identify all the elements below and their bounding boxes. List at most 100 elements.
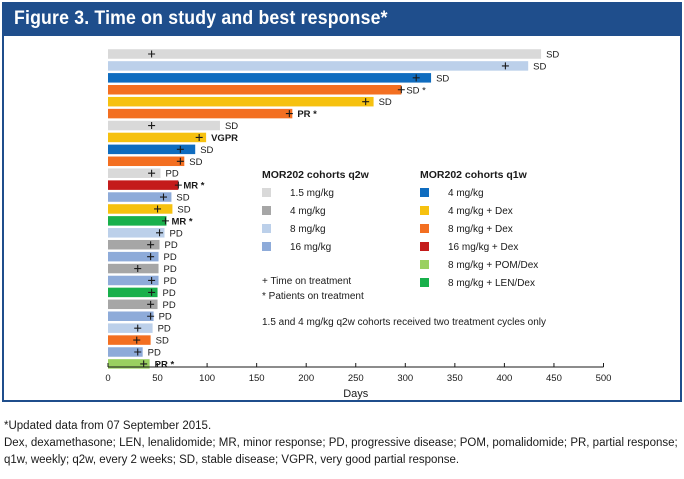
- x-axis-title: Days: [343, 388, 369, 400]
- response-label-8: VGPR: [211, 133, 238, 144]
- x-tick-label-100: 100: [199, 373, 215, 384]
- response-label-3: SD: [436, 73, 449, 84]
- time-on-treatment-marker-5: [362, 98, 370, 106]
- response-label-5: SD: [379, 97, 392, 108]
- time-on-treatment-marker-21: [148, 288, 156, 296]
- x-tick-label-250: 250: [348, 373, 364, 384]
- response-label-4: SD *: [406, 85, 426, 96]
- response-label-2: SD: [533, 61, 546, 72]
- response-label-25: SD: [156, 336, 169, 347]
- time-on-treatment-marker-14: [154, 205, 162, 213]
- response-label-22: PD: [163, 300, 176, 311]
- patient-bar-11: [108, 168, 161, 178]
- patient-bar-20: [108, 275, 159, 286]
- patient-bar-27: [108, 359, 150, 369]
- patient-bar-8: [108, 132, 207, 143]
- patient-bar-10: [108, 156, 185, 167]
- q2w-legend-title: MOR202 cohorts q2w: [262, 169, 370, 181]
- patient-bar-1: [108, 49, 542, 59]
- patient-bar-12: [108, 180, 179, 190]
- x-tick-label-450: 450: [546, 373, 562, 384]
- time-on-treatment-marker-13: [159, 193, 167, 201]
- patient-bar-19: [108, 263, 159, 274]
- response-label-17: PD: [165, 240, 178, 251]
- q1w-legend-label-2: 4 mg/kg + Dex: [448, 206, 513, 217]
- patient-bar-7: [108, 120, 220, 131]
- time-on-treatment-marker-24: [134, 324, 142, 332]
- response-label-24: PD: [158, 324, 171, 335]
- time-on-treatment-marker-15: [161, 217, 169, 225]
- patient-bar-25: [108, 335, 151, 345]
- response-label-23: PD: [159, 312, 172, 323]
- response-label-1: SD: [546, 50, 559, 61]
- footnotes: *Updated data from 07 September 2015. De…: [4, 418, 680, 469]
- q2w-legend-label-1: 1.5 mg/kg: [290, 188, 334, 199]
- time-on-treatment-marker-25: [133, 336, 141, 344]
- symbol-note-patients-on-treatment: * Patients on treatment: [262, 291, 364, 302]
- time-on-treatment-marker-1: [148, 50, 156, 58]
- q1w-legend-label-5: 8 mg/kg + POM/Dex: [448, 260, 538, 271]
- patient-bar-3: [108, 73, 432, 83]
- x-tick-label-0: 0: [105, 373, 110, 384]
- patient-bar-4: [108, 85, 402, 95]
- time-on-treatment-marker-12: [174, 181, 182, 189]
- response-label-15: MR *: [171, 216, 192, 227]
- patient-bar-15: [108, 216, 167, 226]
- time-on-treatment-marker-10: [176, 157, 184, 165]
- time-on-treatment-marker-4: [397, 86, 405, 94]
- patient-bar-14: [108, 204, 173, 214]
- time-on-treatment-marker-27: [140, 360, 148, 368]
- x-tick-label-350: 350: [447, 373, 463, 384]
- patient-bar-16: [108, 228, 165, 238]
- q2w-legend-label-2: 4 mg/kg: [290, 206, 326, 217]
- response-label-18: PD: [164, 252, 177, 263]
- response-label-26: PD: [148, 348, 161, 359]
- response-label-7: SD: [225, 121, 238, 132]
- q2w-legend-swatch-2: [262, 206, 271, 215]
- footnote-update: *Updated data from 07 September 2015.: [4, 420, 212, 432]
- time-on-treatment-marker-7: [148, 122, 156, 130]
- x-tick-label-50: 50: [152, 373, 163, 384]
- response-label-11: PD: [166, 169, 179, 180]
- cohort-note: 1.5 and 4 mg/kg q2w cohorts received two…: [262, 317, 546, 328]
- time-on-treatment-marker-3: [412, 74, 420, 82]
- time-on-treatment-marker-2: [501, 62, 509, 70]
- q1w-legend-label-6: 8 mg/kg + LEN/Dex: [448, 278, 535, 289]
- time-on-treatment-marker-16: [156, 229, 164, 237]
- patient-bar-24: [108, 323, 153, 333]
- patient-bar-5: [108, 96, 374, 107]
- response-label-9: SD: [200, 145, 213, 156]
- q1w-legend-swatch-6: [420, 278, 429, 287]
- time-on-treatment-marker-9: [176, 145, 184, 153]
- response-label-10: SD: [189, 157, 202, 168]
- q1w-legend-swatch-4: [420, 242, 429, 251]
- time-on-treatment-marker-18: [147, 253, 155, 261]
- q2w-legend-label-4: 16 mg/kg: [290, 242, 331, 253]
- patient-bar-13: [108, 192, 172, 202]
- q2w-legend-swatch-3: [262, 224, 271, 233]
- x-tick-label-200: 200: [298, 373, 314, 384]
- patient-bar-23: [108, 311, 154, 321]
- response-label-19: PD: [164, 264, 177, 275]
- x-tick-label-300: 300: [397, 373, 413, 384]
- response-label-27: PR *: [155, 359, 175, 370]
- time-on-treatment-marker-11: [148, 169, 156, 177]
- patient-bar-9: [108, 144, 196, 155]
- time-on-treatment-marker-26: [134, 348, 142, 356]
- q1w-legend-swatch-3: [420, 224, 429, 233]
- response-label-13: SD: [176, 193, 189, 204]
- patient-bar-26: [108, 347, 143, 357]
- patient-bar-22: [108, 299, 158, 310]
- response-label-12: MR *: [183, 181, 204, 192]
- response-label-20: PD: [164, 276, 177, 287]
- q1w-legend-label-3: 8 mg/kg + Dex: [448, 224, 513, 235]
- patient-bar-21: [108, 287, 158, 298]
- time-on-treatment-marker-22: [147, 300, 155, 308]
- q1w-legend-label-1: 4 mg/kg: [448, 188, 484, 199]
- response-label-14: SD: [177, 204, 190, 215]
- x-tick-label-400: 400: [496, 373, 512, 384]
- q2w-legend-swatch-1: [262, 188, 271, 197]
- title-bar: Figure 3. Time on study and best respons…: [4, 4, 680, 36]
- response-label-16: PD: [169, 228, 182, 239]
